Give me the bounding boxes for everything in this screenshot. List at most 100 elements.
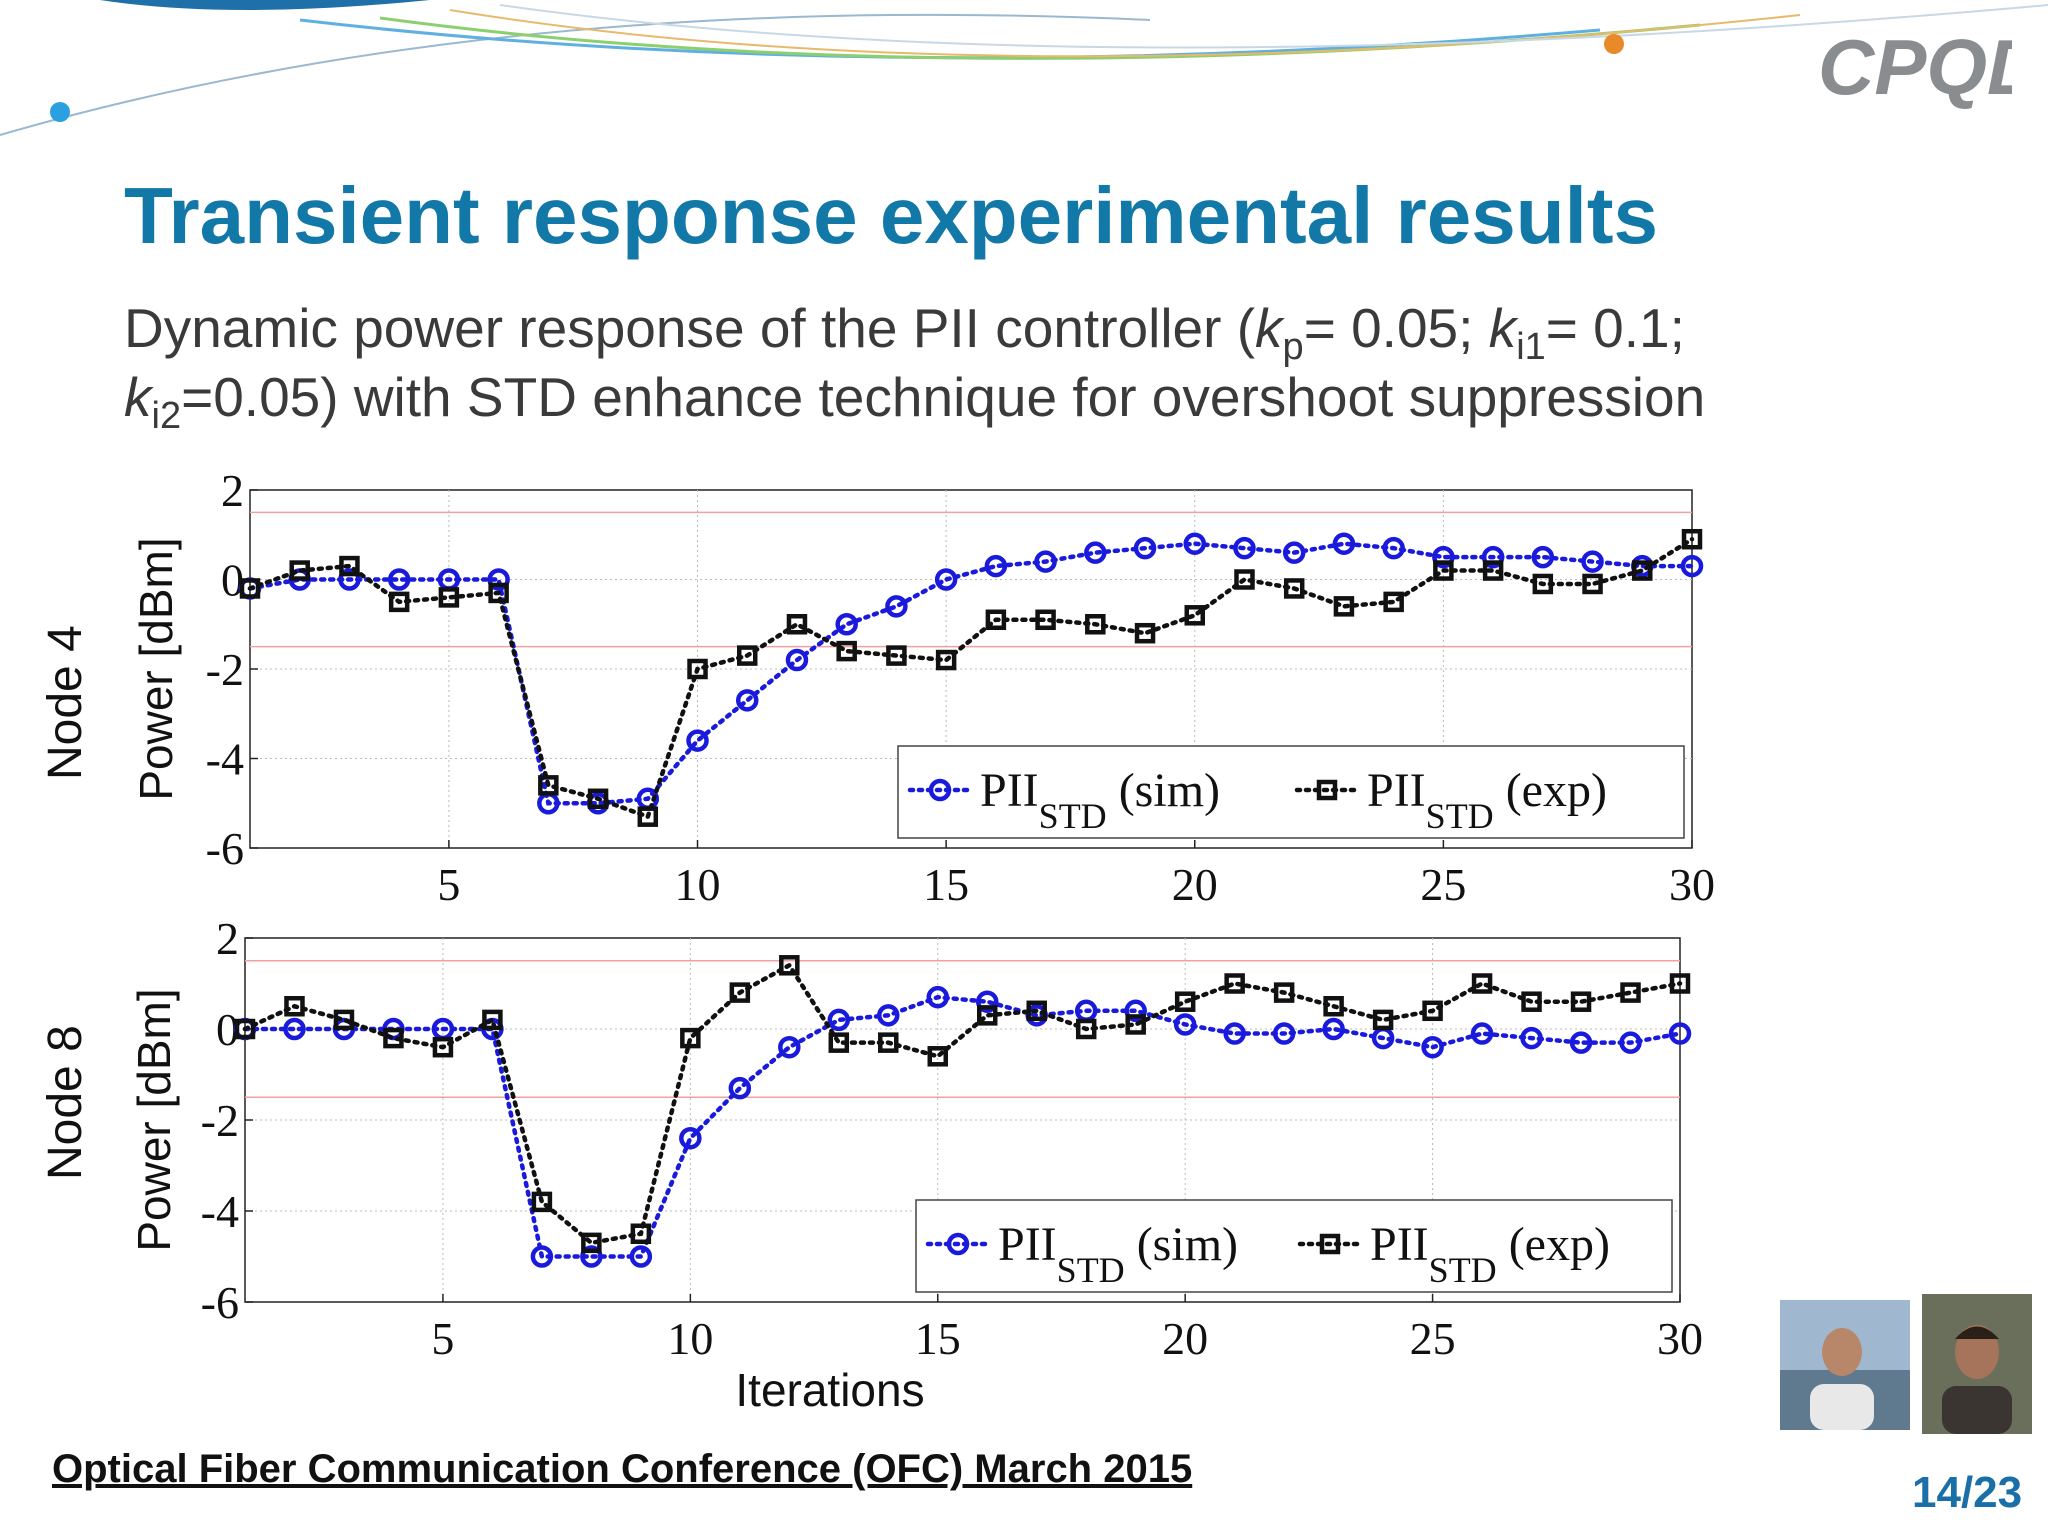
data-point-square [1383, 591, 1404, 613]
data-point-square [687, 658, 708, 680]
ki1-symbol: k [1488, 297, 1517, 359]
data-point-circle [975, 990, 999, 1013]
data-point-circle [1272, 1022, 1296, 1045]
data-point-square [1532, 573, 1554, 595]
data-point-square [333, 1009, 355, 1031]
data-point-circle [1124, 999, 1147, 1023]
data-point-square [779, 955, 800, 976]
orange-dot-icon [1604, 34, 1624, 54]
x-tick-label: 15 [923, 859, 969, 910]
y-tick-label: 0 [216, 1004, 239, 1055]
slide-subtitle: Dynamic power response of the PII contro… [124, 294, 1705, 435]
data-point-square [637, 806, 659, 827]
kp-value: = 0.05; [1303, 297, 1489, 359]
y-tick-label: -2 [206, 644, 244, 695]
data-point-square [488, 582, 509, 604]
data-point-square [538, 775, 559, 796]
data-point-square [1681, 528, 1703, 550]
data-point-square [1521, 991, 1542, 1012]
y-tick-label: -4 [206, 734, 244, 785]
data-point-square [1471, 973, 1493, 994]
data-point-square [432, 1036, 454, 1058]
data-point-square [239, 578, 261, 599]
data-point-circle [778, 1035, 801, 1059]
data-point-square [1333, 596, 1355, 617]
data-point-square [1184, 605, 1206, 626]
y-tick-label: -4 [201, 1186, 239, 1237]
legend-marker-circle [928, 778, 952, 802]
data-point-square [1234, 569, 1255, 590]
data-point-circle [1332, 532, 1356, 555]
data-point-square [1174, 991, 1196, 1012]
x-axis-label: Iterations [735, 1364, 924, 1416]
data-point-circle [1282, 541, 1306, 564]
data-point-square [289, 560, 310, 581]
x-tick-label: 10 [667, 1313, 713, 1364]
kp-subscript: p [1282, 326, 1304, 368]
data-point-circle [1619, 1031, 1642, 1054]
data-point-circle [728, 1076, 752, 1100]
page-number: 14/23 [1912, 1468, 2023, 1517]
data-point-circle [629, 1245, 653, 1268]
data-point-circle [1569, 1031, 1593, 1054]
data-point-circle [679, 1126, 702, 1150]
y-axis-label: Power [dBm] [130, 537, 182, 800]
x-tick-label: 30 [1657, 1313, 1703, 1364]
data-point-square [234, 1018, 256, 1040]
y-axis-label: Power [dBm] [128, 988, 180, 1251]
data-point-square [1570, 991, 1592, 1012]
data-point-circle [827, 1008, 851, 1032]
data-point-square [1422, 1000, 1443, 1022]
data-point-square [1075, 1018, 1097, 1040]
data-point-square [1433, 560, 1454, 581]
data-point-square [927, 1046, 949, 1067]
data-point-circle [387, 568, 411, 591]
legend-marker-circle [946, 1232, 970, 1256]
data-point-square [1085, 614, 1106, 635]
data-point-square [1134, 622, 1156, 644]
legend-label: PIISTD (sim) [998, 1218, 1238, 1290]
x-tick-label: 5 [431, 1313, 454, 1364]
conference-footer: Optical Fiber Communication Conference (… [52, 1447, 1193, 1491]
data-point-circle [1173, 1013, 1197, 1036]
data-point-square [1582, 573, 1603, 595]
data-point-circle [686, 729, 709, 752]
svg-text:CPQD: CPQD [1818, 23, 2012, 111]
data-point-square [1632, 560, 1653, 581]
data-point-square [976, 1005, 998, 1026]
data-point-circle [1223, 1022, 1246, 1045]
data-point-circle [1680, 554, 1704, 578]
data-point-circle [1084, 541, 1107, 564]
data-point-circle [1133, 536, 1157, 560]
ki1-value: = 0.1; [1545, 297, 1685, 359]
data-point-circle [1421, 1035, 1444, 1059]
data-point-square [284, 996, 305, 1017]
data-point-circle [283, 1017, 306, 1041]
data-point-square [383, 1027, 404, 1049]
data-point-circle [1531, 545, 1555, 569]
data-point-square [1224, 973, 1245, 994]
data-point-square [1283, 578, 1305, 599]
x-tick-label: 20 [1162, 1313, 1208, 1364]
legend-label: PIISTD (exp) [1367, 764, 1607, 836]
slide-title: Transient response experimental results [124, 171, 1658, 260]
legend-label: PIISTD (sim) [980, 764, 1220, 836]
data-point-circle [735, 689, 759, 712]
data-point-circle [1034, 550, 1057, 573]
legend-box [915, 1199, 1673, 1293]
data-point-square [388, 591, 410, 613]
data-point-square [935, 649, 957, 671]
data-point-circle [338, 568, 361, 591]
subtitle-line-2: ki2=0.05) with STD enhance technique for… [124, 363, 1705, 435]
data-point-circle [1432, 545, 1455, 569]
x-tick-label: 10 [675, 859, 721, 910]
data-point-square [1026, 1000, 1047, 1022]
data-point-circle [885, 595, 908, 618]
y-tick-label: 0 [221, 555, 244, 606]
data-point-square [1273, 982, 1295, 1003]
data-point-square [1669, 973, 1691, 994]
blue-dot-icon [50, 102, 70, 122]
ki2-subscript: i2 [151, 395, 182, 437]
